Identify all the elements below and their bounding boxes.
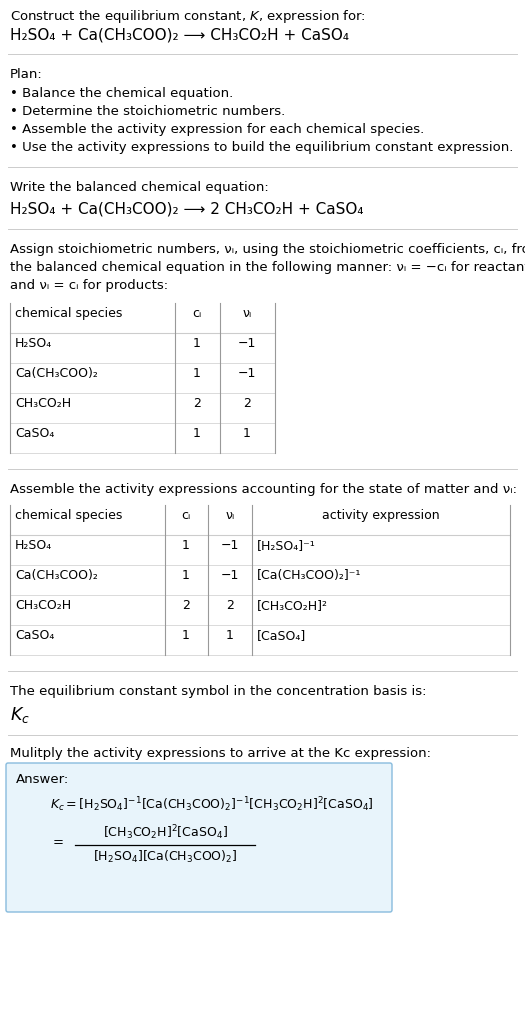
Text: Construct the equilibrium constant, $K$, expression for:: Construct the equilibrium constant, $K$,… [10,8,366,25]
Text: Ca(CH₃COO)₂: Ca(CH₃COO)₂ [15,569,98,582]
Text: Ca(CH₃COO)₂: Ca(CH₃COO)₂ [15,367,98,381]
Text: and νᵢ = cᵢ for products:: and νᵢ = cᵢ for products: [10,279,168,292]
Text: νᵢ: νᵢ [243,307,251,320]
Text: 1: 1 [182,539,190,552]
Text: Assemble the activity expressions accounting for the state of matter and νᵢ:: Assemble the activity expressions accoun… [10,483,517,496]
Text: 1: 1 [193,337,201,349]
Text: [Ca(CH₃COO)₂]⁻¹: [Ca(CH₃COO)₂]⁻¹ [257,569,361,582]
Text: CaSO₄: CaSO₄ [15,427,55,440]
Text: $K_c$: $K_c$ [10,705,30,725]
Text: $=$: $=$ [50,834,64,848]
Text: cᵢ: cᵢ [181,509,191,522]
Text: H₂SO₄ + Ca(CH₃COO)₂ ⟶ CH₃CO₂H + CaSO₄: H₂SO₄ + Ca(CH₃COO)₂ ⟶ CH₃CO₂H + CaSO₄ [10,28,349,43]
Text: 1: 1 [182,569,190,582]
Text: Plan:: Plan: [10,68,43,81]
Text: 2: 2 [182,599,190,612]
Text: • Use the activity expressions to build the equilibrium constant expression.: • Use the activity expressions to build … [10,141,513,154]
Text: $[\mathrm{CH_3CO_2H}]^2[\mathrm{CaSO_4}]$: $[\mathrm{CH_3CO_2H}]^2[\mathrm{CaSO_4}]… [102,823,227,842]
Text: chemical species: chemical species [15,307,122,320]
Text: −1: −1 [221,569,239,582]
Text: chemical species: chemical species [15,509,122,522]
Text: 1: 1 [193,367,201,381]
Text: the balanced chemical equation in the following manner: νᵢ = −cᵢ for reactants: the balanced chemical equation in the fo… [10,261,525,274]
Text: CH₃CO₂H: CH₃CO₂H [15,599,71,612]
Text: Assign stoichiometric numbers, νᵢ, using the stoichiometric coefficients, cᵢ, fr: Assign stoichiometric numbers, νᵢ, using… [10,243,525,256]
Text: 2: 2 [243,397,251,410]
Text: CaSO₄: CaSO₄ [15,629,55,642]
Text: [CH₃CO₂H]²: [CH₃CO₂H]² [257,599,328,612]
Text: Answer:: Answer: [16,773,69,786]
Text: 2: 2 [226,599,234,612]
Text: $[\mathrm{H_2SO_4}][\mathrm{Ca(CH_3COO)_2}]$: $[\mathrm{H_2SO_4}][\mathrm{Ca(CH_3COO)_… [93,849,237,865]
Text: activity expression: activity expression [322,509,440,522]
Text: 2: 2 [193,397,201,410]
Text: −1: −1 [238,337,256,349]
Text: 1: 1 [243,427,251,440]
Text: Write the balanced chemical equation:: Write the balanced chemical equation: [10,181,269,194]
FancyBboxPatch shape [6,763,392,912]
Text: [CaSO₄]: [CaSO₄] [257,629,306,642]
Text: −1: −1 [221,539,239,552]
Text: • Determine the stoichiometric numbers.: • Determine the stoichiometric numbers. [10,105,285,118]
Text: Mulitply the activity expressions to arrive at the Kᴄ expression:: Mulitply the activity expressions to arr… [10,747,431,760]
Text: H₂SO₄: H₂SO₄ [15,539,53,552]
Text: • Balance the chemical equation.: • Balance the chemical equation. [10,87,233,100]
Text: −1: −1 [238,367,256,381]
Text: H₂SO₄ + Ca(CH₃COO)₂ ⟶ 2 CH₃CO₂H + CaSO₄: H₂SO₄ + Ca(CH₃COO)₂ ⟶ 2 CH₃CO₂H + CaSO₄ [10,201,363,216]
Text: 1: 1 [193,427,201,440]
Text: $K_c = [\mathrm{H_2SO_4}]^{-1}[\mathrm{Ca(CH_3COO)_2}]^{-1}[\mathrm{CH_3CO_2H}]^: $K_c = [\mathrm{H_2SO_4}]^{-1}[\mathrm{C… [50,795,374,814]
Text: 1: 1 [182,629,190,642]
Text: H₂SO₄: H₂SO₄ [15,337,53,349]
Text: • Assemble the activity expression for each chemical species.: • Assemble the activity expression for e… [10,123,424,136]
Text: CH₃CO₂H: CH₃CO₂H [15,397,71,410]
Text: The equilibrium constant symbol in the concentration basis is:: The equilibrium constant symbol in the c… [10,685,426,698]
Text: cᵢ: cᵢ [192,307,202,320]
Text: [H₂SO₄]⁻¹: [H₂SO₄]⁻¹ [257,539,316,552]
Text: νᵢ: νᵢ [225,509,235,522]
Text: 1: 1 [226,629,234,642]
